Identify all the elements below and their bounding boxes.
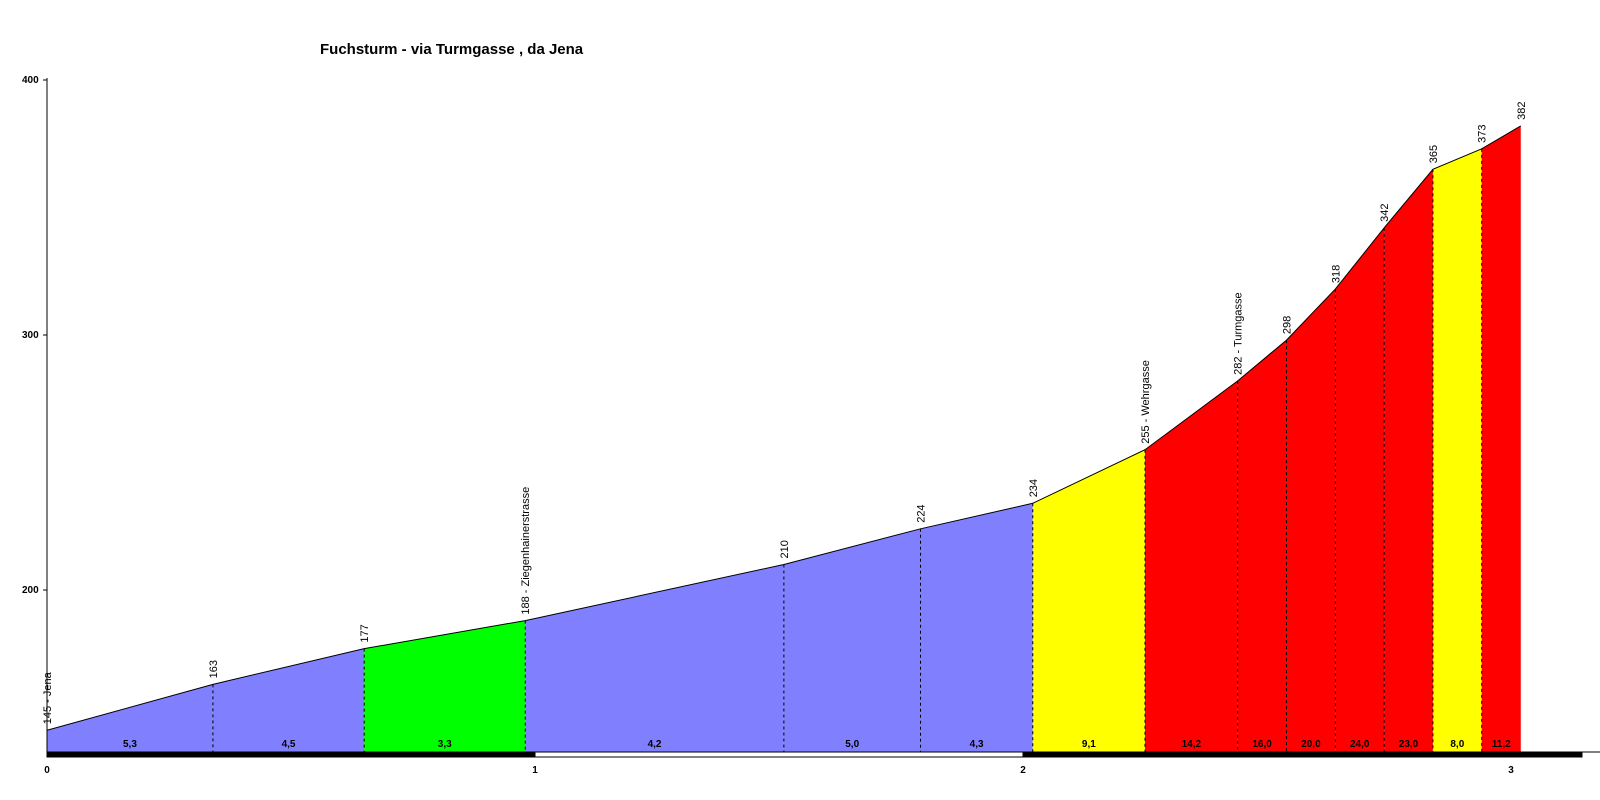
segments-layer	[46, 125, 1522, 753]
profile-segment	[1237, 340, 1287, 752]
y-tick-label: 200	[22, 585, 39, 596]
dividers-layer	[212, 148, 1483, 752]
elevation-label: 188 - Ziegenhainerstrasse	[520, 487, 532, 615]
grade-label: 8,0	[1450, 739, 1464, 750]
profile-segment	[920, 503, 1033, 752]
profile-segment	[1335, 227, 1385, 752]
distance-bar-segment	[1022, 751, 1512, 758]
grade-label: 20,0	[1301, 739, 1321, 750]
profile-segment	[525, 564, 784, 752]
grade-label: 5,3	[123, 739, 137, 750]
labels-layer: 5,3 4,5 3,3 4,2 5,0 4,3 9,1 14,2 16,0 20,0 24,0 23,…	[42, 102, 1528, 750]
profile-segment	[364, 620, 526, 752]
y-tick-label: 300	[22, 330, 39, 341]
grade-label: 11,2	[1492, 739, 1511, 750]
grade-label: 5,0	[845, 739, 859, 750]
elevation-label: 382	[1516, 102, 1528, 120]
y-tick-label: 400	[22, 75, 39, 86]
grade-label: 23,0	[1399, 739, 1419, 750]
elevation-label: 373	[1477, 124, 1489, 142]
distance-bar-segment	[1510, 751, 1583, 758]
distance-bar-segment	[46, 751, 536, 758]
profile-segment	[1145, 380, 1238, 752]
elevation-label: 145 - Jena	[42, 671, 54, 724]
grade-label: 24,0	[1350, 739, 1370, 750]
profile-segment	[47, 684, 213, 752]
profile-segment	[783, 528, 921, 752]
grade-label: 4,5	[282, 739, 296, 750]
grade-label: 4,2	[648, 739, 662, 750]
chart-title: Fuchsturm - via Turmgasse , da Jena	[320, 41, 584, 58]
grade-label: 4,3	[970, 739, 984, 750]
axis-layer: 200 300 400 0 1 2 3	[22, 75, 1600, 776]
profile-segment	[1286, 289, 1336, 752]
profile-segment	[1032, 449, 1145, 752]
profile-segment	[1432, 148, 1482, 753]
x-tick-label: 3	[1508, 765, 1514, 776]
elevation-label: 255 - Wehrgasse	[1140, 360, 1152, 444]
grade-label: 9,1	[1082, 739, 1096, 750]
grade-label: 3,3	[438, 739, 452, 750]
elevation-label: 234	[1028, 479, 1040, 497]
elevation-label: 224	[916, 504, 928, 522]
profile-segment	[1481, 125, 1521, 752]
distance-bar-segment	[534, 751, 1024, 758]
x-tick-label: 1	[532, 765, 538, 776]
elevation-label: 365	[1428, 145, 1440, 163]
profile-segment	[1384, 169, 1433, 752]
x-tick-label: 2	[1020, 765, 1026, 776]
elevation-label: 342	[1379, 204, 1391, 222]
elevation-label: 163	[208, 660, 220, 678]
elevation-label: 318	[1330, 265, 1342, 283]
grade-label: 16,0	[1252, 739, 1272, 750]
elevation-label: 210	[779, 540, 791, 558]
grade-label: 14,2	[1182, 739, 1202, 750]
elevation-label: 282 - Turmgasse	[1233, 292, 1245, 375]
elevation-label: 298	[1282, 316, 1294, 334]
profile-segment	[212, 648, 365, 752]
x-tick-label: 0	[44, 765, 50, 776]
elevation-label: 177	[359, 624, 371, 642]
